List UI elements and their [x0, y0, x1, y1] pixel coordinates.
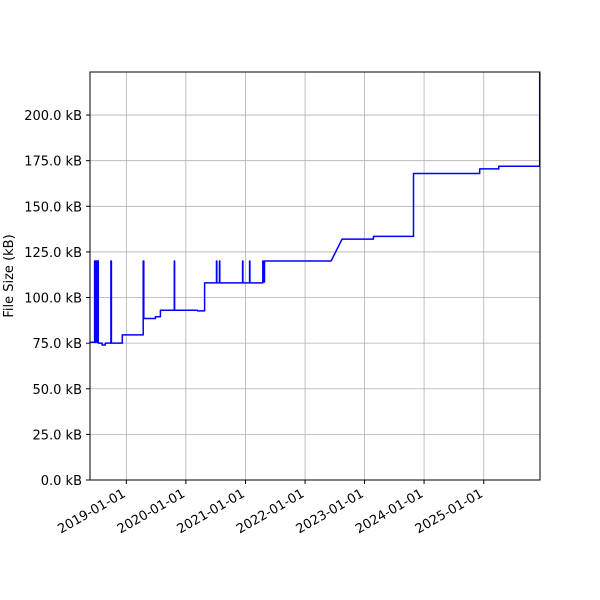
y-tick-label: 50.0 kB — [32, 383, 82, 398]
y-tick-label: 200.0 kB — [24, 109, 82, 124]
y-tick-label: 0.0 kB — [41, 474, 82, 489]
y-tick-label: 75.0 kB — [32, 337, 82, 352]
y-axis: 0.0 kB 25.0 kB 50.0 kB 75.0 kB 100.0 kB 125.0… — [24, 109, 90, 489]
y-tick-label: 150.0 kB — [24, 200, 82, 215]
x-tick-label: 2025-01-01 — [413, 486, 486, 537]
file-size-line — [90, 72, 541, 346]
grid — [90, 72, 540, 481]
y-tick-label: 25.0 kB — [32, 428, 82, 443]
plot-frame — [89, 71, 541, 481]
y-tick-label: 175.0 kB — [24, 155, 82, 170]
y-tick-label: 100.0 kB — [24, 292, 82, 307]
y-axis-label: File Size (kB) — [2, 234, 17, 317]
x-axis: 2019-01-012020-01-012021-01-012022-01-01… — [55, 480, 486, 537]
y-tick-label: 125.0 kB — [24, 246, 82, 261]
